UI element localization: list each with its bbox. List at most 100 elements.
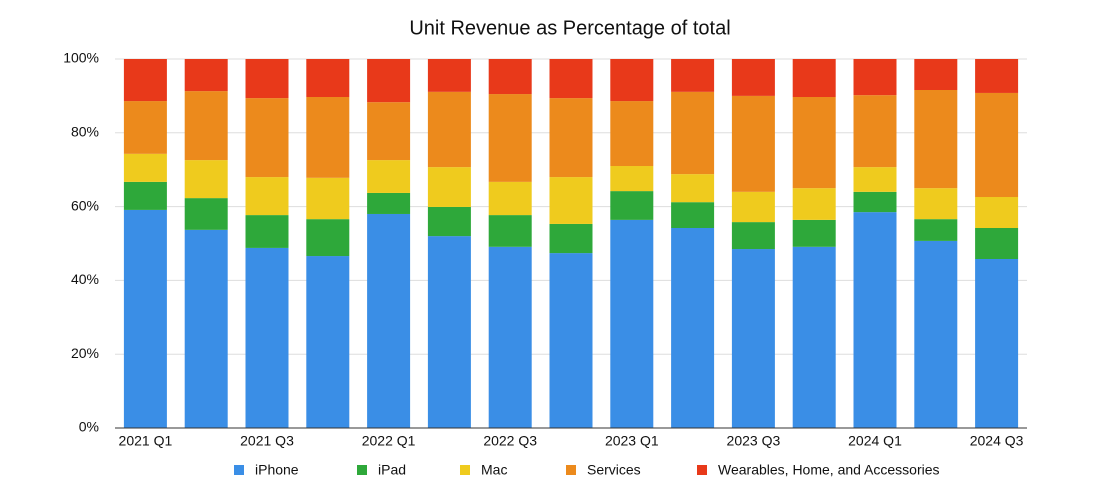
bar-segment	[367, 102, 411, 161]
bar-segment	[427, 59, 471, 92]
bar-segment	[245, 247, 289, 428]
bar-segment	[184, 229, 228, 428]
bar-segment	[975, 59, 1019, 93]
bar-segment	[671, 174, 715, 203]
legend-label: Services	[587, 462, 641, 478]
x-tick-label: 2021 Q1	[119, 433, 173, 449]
bar-segment	[123, 153, 167, 182]
bar-segment	[914, 219, 958, 241]
bar-segment	[792, 188, 836, 220]
bar-segment	[853, 212, 897, 428]
bar-segment	[367, 192, 411, 214]
bar-segment	[488, 94, 532, 182]
bar-segment	[671, 228, 715, 428]
bar-segment	[975, 258, 1019, 428]
bar-segment	[610, 101, 654, 167]
bar-segment	[853, 59, 897, 96]
bar-segment	[549, 59, 593, 99]
bar-segment	[549, 253, 593, 428]
bar-segment	[914, 188, 958, 220]
bar-segment	[245, 177, 289, 216]
bar-segment	[610, 166, 654, 192]
x-tick-label: 2024 Q1	[848, 433, 902, 449]
bar-segment	[792, 59, 836, 98]
x-tick-label: 2023 Q1	[605, 433, 659, 449]
bar-segment	[853, 95, 897, 168]
bar-segment	[427, 236, 471, 428]
bar-segment	[914, 59, 958, 90]
bar-segment	[488, 181, 532, 216]
bar-segment	[671, 91, 715, 175]
x-tick-label: 2022 Q1	[362, 433, 416, 449]
x-tick-label: 2024 Q3	[970, 433, 1024, 449]
legend-label: Mac	[481, 462, 507, 478]
bar-segment	[306, 97, 350, 178]
bar-segment	[975, 228, 1019, 259]
bar-segment	[853, 167, 897, 192]
y-tick-label: 100%	[63, 50, 99, 66]
bar-segment	[306, 59, 350, 98]
bar-segment	[488, 215, 532, 247]
y-tick-label: 80%	[71, 124, 99, 140]
y-tick-label: 0%	[79, 419, 99, 435]
y-tick-label: 20%	[71, 345, 99, 361]
bar-segment	[549, 223, 593, 254]
chart-title: Unit Revenue as Percentage of total	[409, 17, 730, 39]
bar-segment	[123, 181, 167, 210]
bar-segment	[367, 213, 411, 428]
bar-segment	[975, 92, 1019, 198]
legend-label: iPad	[378, 462, 406, 478]
bar-segment	[123, 101, 167, 154]
bar-segment	[488, 59, 532, 95]
bar-segment	[123, 209, 167, 428]
bar-segment	[731, 95, 775, 192]
bar-segment	[792, 97, 836, 189]
legend-swatch	[460, 465, 470, 475]
bar-segment	[306, 177, 350, 220]
bar-segment	[367, 59, 411, 103]
bar-segment	[731, 249, 775, 428]
bar-segment	[853, 191, 897, 213]
legend-swatch	[357, 465, 367, 475]
bar-segment	[427, 167, 471, 207]
bar-segment	[914, 240, 958, 428]
legend-swatch	[697, 465, 707, 475]
x-tick-label: 2023 Q3	[727, 433, 781, 449]
bar-segment	[184, 59, 228, 92]
bar-segment	[610, 59, 654, 102]
bar-segment	[549, 98, 593, 178]
bar-segment	[245, 59, 289, 99]
bar-segment	[306, 219, 350, 257]
bar-segment	[427, 206, 471, 237]
bar-segment	[792, 219, 836, 247]
bar-segment	[245, 215, 289, 248]
bar-segment	[671, 59, 715, 92]
y-tick-label: 40%	[71, 271, 99, 287]
bar-segment	[549, 177, 593, 224]
bar-segment	[610, 219, 654, 428]
x-tick-label: 2021 Q3	[240, 433, 294, 449]
bar-segment	[792, 246, 836, 428]
legend-swatch	[566, 465, 576, 475]
bar-segment	[427, 91, 471, 168]
bar-segment	[123, 59, 167, 102]
legend-swatch	[234, 465, 244, 475]
bar-segment	[488, 246, 532, 428]
x-tick-label: 2022 Q3	[483, 433, 537, 449]
bar-segment	[731, 191, 775, 223]
bar-segment	[306, 256, 350, 428]
bar-segment	[367, 160, 411, 193]
bar-segment	[184, 198, 228, 230]
bar-segment	[671, 202, 715, 229]
bar-segment	[975, 197, 1019, 229]
bar-segment	[184, 160, 228, 199]
bar-segment	[731, 59, 775, 96]
bar-segment	[914, 89, 958, 189]
bar-segment	[184, 91, 228, 161]
bar-segment	[610, 191, 654, 220]
bar-segment	[245, 98, 289, 178]
legend-label: iPhone	[255, 462, 299, 478]
bar-segment	[731, 222, 775, 250]
legend-label: Wearables, Home, and Accessories	[718, 462, 940, 478]
